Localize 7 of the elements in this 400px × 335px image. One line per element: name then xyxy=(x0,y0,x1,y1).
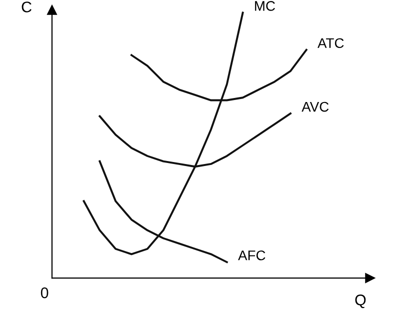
x-axis-title: Q xyxy=(355,294,366,308)
series-label: AVC xyxy=(302,102,329,112)
series-label: ATC xyxy=(318,38,344,48)
y-axis-title: C xyxy=(22,2,32,12)
text: 0 xyxy=(40,287,48,298)
series-label: AFC xyxy=(238,250,266,260)
series-label: MC xyxy=(255,1,275,11)
